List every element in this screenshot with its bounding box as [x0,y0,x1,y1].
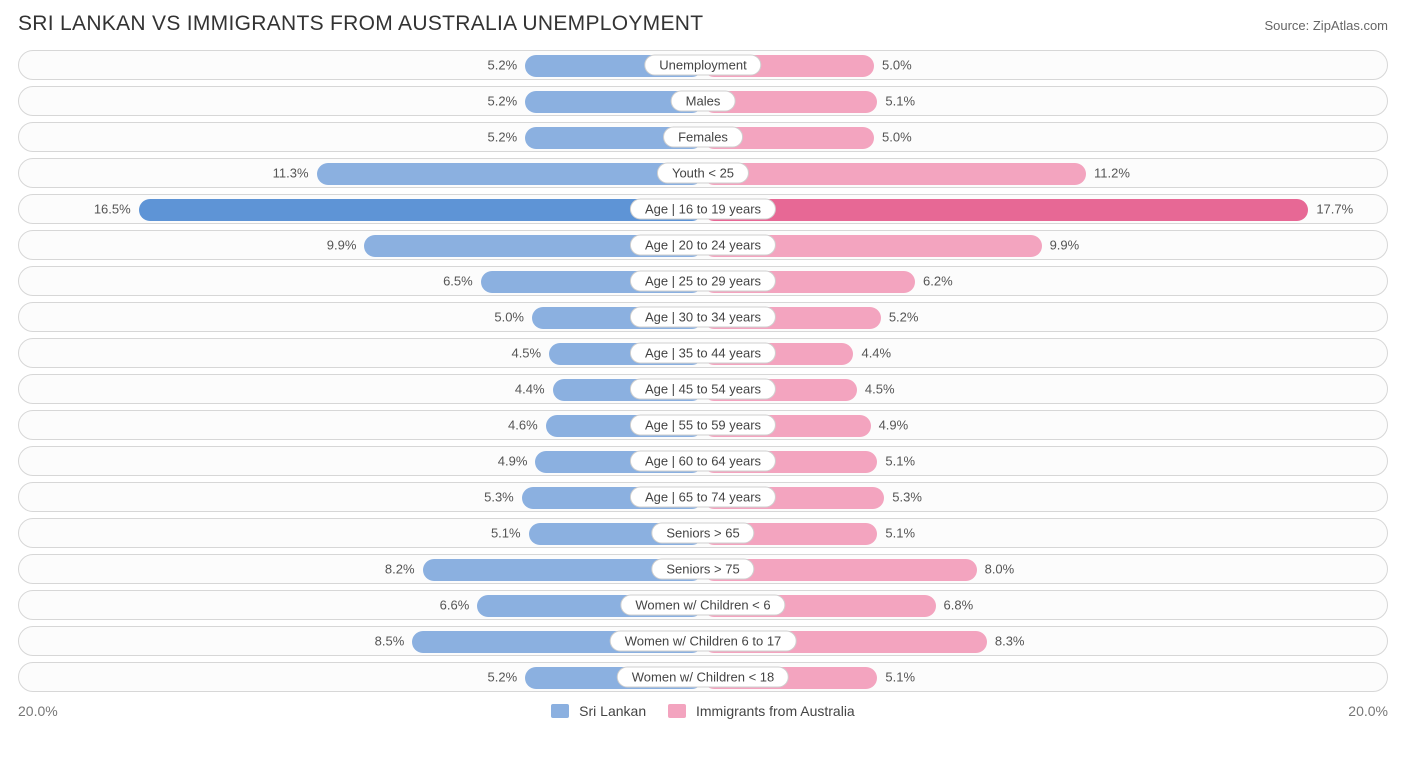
value-left: 4.6% [508,418,538,433]
category-label: Age | 65 to 74 years [630,487,776,508]
value-left: 16.5% [94,202,131,217]
value-left: 6.5% [443,274,473,289]
value-right: 6.2% [923,274,953,289]
category-label: Women w/ Children 6 to 17 [610,631,797,652]
value-right: 9.9% [1050,238,1080,253]
value-left: 5.0% [494,310,524,325]
value-left: 11.3% [273,166,309,181]
chart-row: 6.6% 6.8% Women w/ Children < 6 [18,590,1388,620]
value-right: 4.5% [865,382,895,397]
value-right: 5.0% [882,58,912,73]
category-label: Males [671,91,736,112]
chart-row: 5.3% 5.3% Age | 65 to 74 years [18,482,1388,512]
category-label: Age | 60 to 64 years [630,451,776,472]
chart-row: 16.5% 17.7% Age | 16 to 19 years [18,194,1388,224]
value-left: 5.2% [488,130,518,145]
value-right: 5.1% [885,670,915,685]
chart-row: 9.9% 9.9% Age | 20 to 24 years [18,230,1388,260]
value-left: 5.1% [491,526,521,541]
chart-row: 6.5% 6.2% Age | 25 to 29 years [18,266,1388,296]
chart-rows: 5.2%5.0%Unemployment5.2%5.1%Males5.2%5.0… [18,50,1388,692]
value-left: 5.2% [488,94,518,109]
value-left: 9.9% [327,238,357,253]
category-label: Age | 25 to 29 years [630,271,776,292]
category-label: Age | 35 to 44 years [630,343,776,364]
category-label: Women w/ Children < 18 [617,667,789,688]
value-right: 11.2% [1094,166,1130,181]
value-right: 4.4% [861,346,891,361]
category-label: Age | 55 to 59 years [630,415,776,436]
chart-footer: 20.0% Sri Lankan Immigrants from Austral… [18,698,1388,724]
legend-item-right: Immigrants from Australia [668,703,855,719]
value-right: 5.1% [885,94,915,109]
value-left: 8.5% [375,634,405,649]
value-right: 5.2% [889,310,919,325]
category-label: Seniors > 75 [651,559,754,580]
value-left: 4.9% [498,454,528,469]
bar-right [703,163,1086,185]
value-right: 5.3% [892,490,922,505]
legend-item-left: Sri Lankan [551,703,646,719]
chart-title: SRI LANKAN VS IMMIGRANTS FROM AUSTRALIA … [18,12,703,36]
value-left: 6.6% [440,598,470,613]
legend-label-right: Immigrants from Australia [696,703,855,719]
legend-swatch-right [668,704,686,718]
value-right: 17.7% [1316,202,1353,217]
legend: Sri Lankan Immigrants from Australia [78,703,1328,719]
chart-source: Source: ZipAtlas.com [1264,18,1388,33]
value-left: 4.4% [515,382,545,397]
value-right: 5.1% [885,454,915,469]
chart-row: 5.2% 5.0% Unemployment [18,50,1388,80]
chart-row: 4.9% 5.1% Age | 60 to 64 years [18,446,1388,476]
value-left: 5.2% [488,58,518,73]
value-right: 6.8% [944,598,974,613]
chart-row: 11.3% 11.2% Youth < 25 [18,158,1388,188]
category-label: Age | 20 to 24 years [630,235,776,256]
category-label: Age | 16 to 19 years [630,199,776,220]
chart-row: 8.5% 8.3% Women w/ Children 6 to 17 [18,626,1388,656]
category-label: Age | 45 to 54 years [630,379,776,400]
value-left: 4.5% [511,346,541,361]
category-label: Unemployment [644,55,761,76]
bar-right [703,199,1308,221]
bar-left [317,163,703,185]
axis-limit-left: 20.0% [18,703,78,719]
chart-row: 5.2% 5.0% Females [18,122,1388,152]
category-label: Seniors > 65 [651,523,754,544]
legend-swatch-left [551,704,569,718]
chart-header: SRI LANKAN VS IMMIGRANTS FROM AUSTRALIA … [18,12,1388,36]
value-right: 4.9% [879,418,909,433]
value-left: 5.2% [488,670,518,685]
chart-row: 4.6% 4.9% Age | 55 to 59 years [18,410,1388,440]
value-right: 5.1% [885,526,915,541]
axis-limit-right: 20.0% [1328,703,1388,719]
value-left: 5.3% [484,490,514,505]
chart-row: 5.1% 5.1% Seniors > 65 [18,518,1388,548]
chart-row: 5.2% 5.1% Women w/ Children < 18 [18,662,1388,692]
value-right: 8.3% [995,634,1025,649]
chart-row: 4.5% 4.4% Age | 35 to 44 years [18,338,1388,368]
category-label: Females [663,127,743,148]
value-right: 5.0% [882,130,912,145]
chart-row: 5.0% 5.2% Age | 30 to 34 years [18,302,1388,332]
legend-label-left: Sri Lankan [579,703,646,719]
category-label: Women w/ Children < 6 [620,595,785,616]
chart-row: 4.4% 4.5% Age | 45 to 54 years [18,374,1388,404]
value-left: 8.2% [385,562,415,577]
category-label: Youth < 25 [657,163,749,184]
chart-row: 5.2% 5.1% Males [18,86,1388,116]
category-label: Age | 30 to 34 years [630,307,776,328]
value-right: 8.0% [985,562,1015,577]
bar-left [139,199,703,221]
chart-row: 8.2% 8.0% Seniors > 75 [18,554,1388,584]
